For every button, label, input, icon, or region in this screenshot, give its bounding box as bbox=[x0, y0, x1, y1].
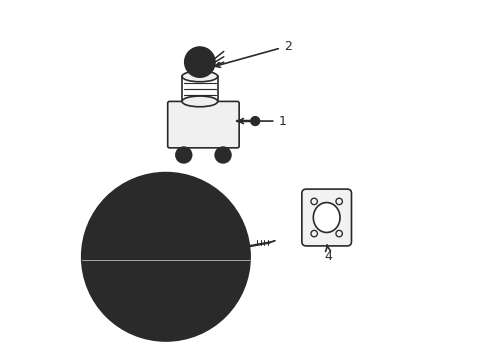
Circle shape bbox=[250, 117, 259, 125]
Circle shape bbox=[146, 237, 185, 276]
FancyBboxPatch shape bbox=[301, 189, 351, 246]
Ellipse shape bbox=[182, 96, 217, 107]
Ellipse shape bbox=[313, 203, 339, 233]
Text: 4: 4 bbox=[324, 245, 332, 263]
Text: 3: 3 bbox=[186, 286, 227, 330]
Circle shape bbox=[153, 244, 178, 269]
Circle shape bbox=[215, 147, 230, 163]
Circle shape bbox=[82, 173, 249, 341]
Circle shape bbox=[184, 47, 214, 77]
Text: 1: 1 bbox=[238, 114, 286, 127]
Circle shape bbox=[176, 147, 191, 163]
Text: 2: 2 bbox=[215, 40, 291, 67]
Ellipse shape bbox=[182, 71, 217, 82]
FancyBboxPatch shape bbox=[167, 102, 239, 148]
